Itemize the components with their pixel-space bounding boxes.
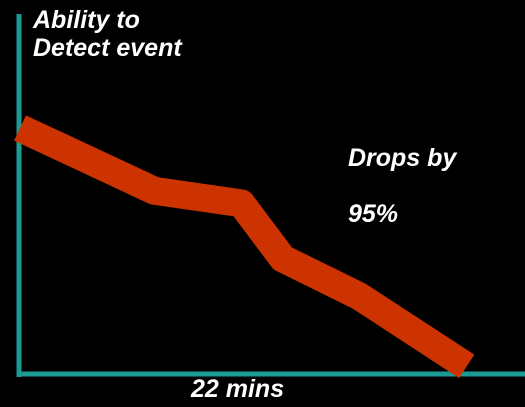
series-layer bbox=[14, 115, 475, 379]
series-line-0 bbox=[14, 115, 475, 379]
annotation-drop-value: 95% bbox=[348, 200, 399, 228]
x-axis-label: 22 mins bbox=[191, 375, 285, 403]
y-axis-label-line-2: Detect event bbox=[33, 34, 182, 62]
annotation-drop-text: Drops by bbox=[348, 144, 457, 172]
y-axis-label-line-1: Ability to bbox=[33, 6, 140, 34]
y-axis-label: Ability to Detect event bbox=[33, 6, 182, 62]
